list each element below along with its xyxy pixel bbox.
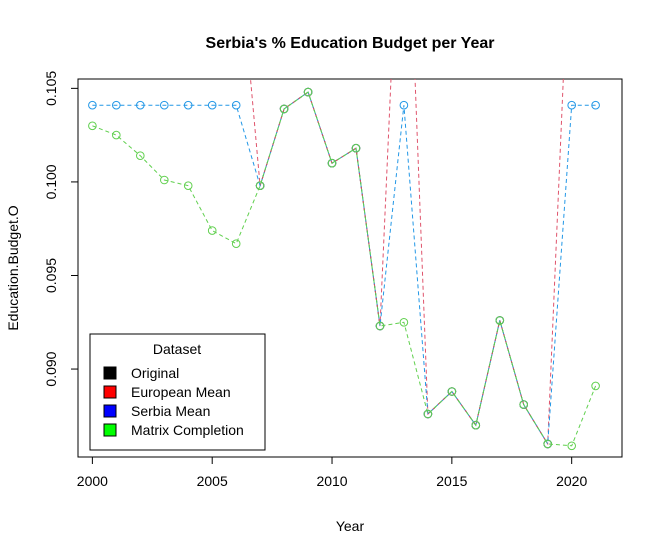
data-point (207, 100, 217, 110)
data-point (231, 239, 241, 248)
data-point (375, 321, 385, 331)
data-point (591, 100, 600, 110)
data-point (88, 100, 97, 110)
data-point (88, 121, 97, 131)
x-axis-label: Year (336, 518, 365, 534)
data-point (567, 441, 577, 451)
legend-label-european-mean: European Mean (131, 384, 231, 400)
legend-swatch-european-mean (103, 385, 117, 399)
data-point (471, 420, 481, 430)
legend-label-original: Original (131, 365, 179, 381)
data-point (519, 400, 529, 409)
data-point (136, 151, 145, 160)
data-point (279, 104, 289, 114)
data-point (183, 181, 193, 190)
x-tick-label: 2005 (197, 473, 228, 489)
y-tick-label: 0.105 (43, 71, 59, 106)
y-tick-label: 0.100 (43, 164, 59, 199)
legend-box (89, 333, 266, 451)
data-point (160, 175, 169, 185)
data-point (591, 381, 600, 391)
legend-swatch-original (103, 366, 117, 380)
data-point (543, 439, 553, 449)
legend-label-matrix-completion: Matrix Completion (131, 422, 244, 438)
chart-title: Serbia's % Education Budget per Year (206, 35, 495, 52)
data-point (160, 100, 169, 110)
data-point (447, 387, 457, 396)
y-axis-label: Education.Budget.O (5, 205, 21, 330)
series-line (427, 320, 549, 445)
data-point (399, 318, 409, 327)
data-point (112, 100, 121, 110)
series-matrix-completion (88, 87, 600, 451)
data-point (351, 143, 361, 153)
legend-swatch-serbia-mean (103, 404, 117, 418)
data-point (255, 181, 265, 190)
data-point (112, 130, 121, 140)
series-line (250, 79, 564, 446)
data-point (231, 100, 241, 110)
legend-title: Dataset (153, 341, 201, 357)
data-point (136, 100, 145, 110)
legend-swatch-matrix-completion (103, 423, 117, 437)
x-tick-label: 2010 (316, 473, 347, 489)
x-tick-label: 2015 (436, 473, 467, 489)
y-tick-label: 0.095 (43, 258, 59, 293)
data-point (399, 100, 409, 110)
series-original (255, 87, 553, 449)
series-line (92, 91, 597, 447)
data-point (327, 158, 337, 168)
data-point (207, 226, 217, 235)
legend-label-serbia-mean: Serbia Mean (131, 403, 210, 419)
series-european-mean (250, 79, 564, 449)
x-axis: 2000 2005 2010 2015 2020 (77, 456, 587, 489)
data-point (303, 87, 313, 97)
data-point (183, 100, 193, 110)
series-layer (88, 79, 600, 451)
data-point (423, 409, 433, 419)
x-tick-label: 2000 (77, 473, 108, 489)
data-point (495, 316, 505, 325)
x-tick-label: 2020 (556, 473, 587, 489)
y-axis: 0.090 0.095 0.100 0.105 (43, 71, 79, 387)
legend: Dataset Original European Mean Serbia Me… (89, 333, 266, 451)
y-tick-label: 0.090 (43, 351, 59, 386)
data-point (567, 100, 577, 110)
